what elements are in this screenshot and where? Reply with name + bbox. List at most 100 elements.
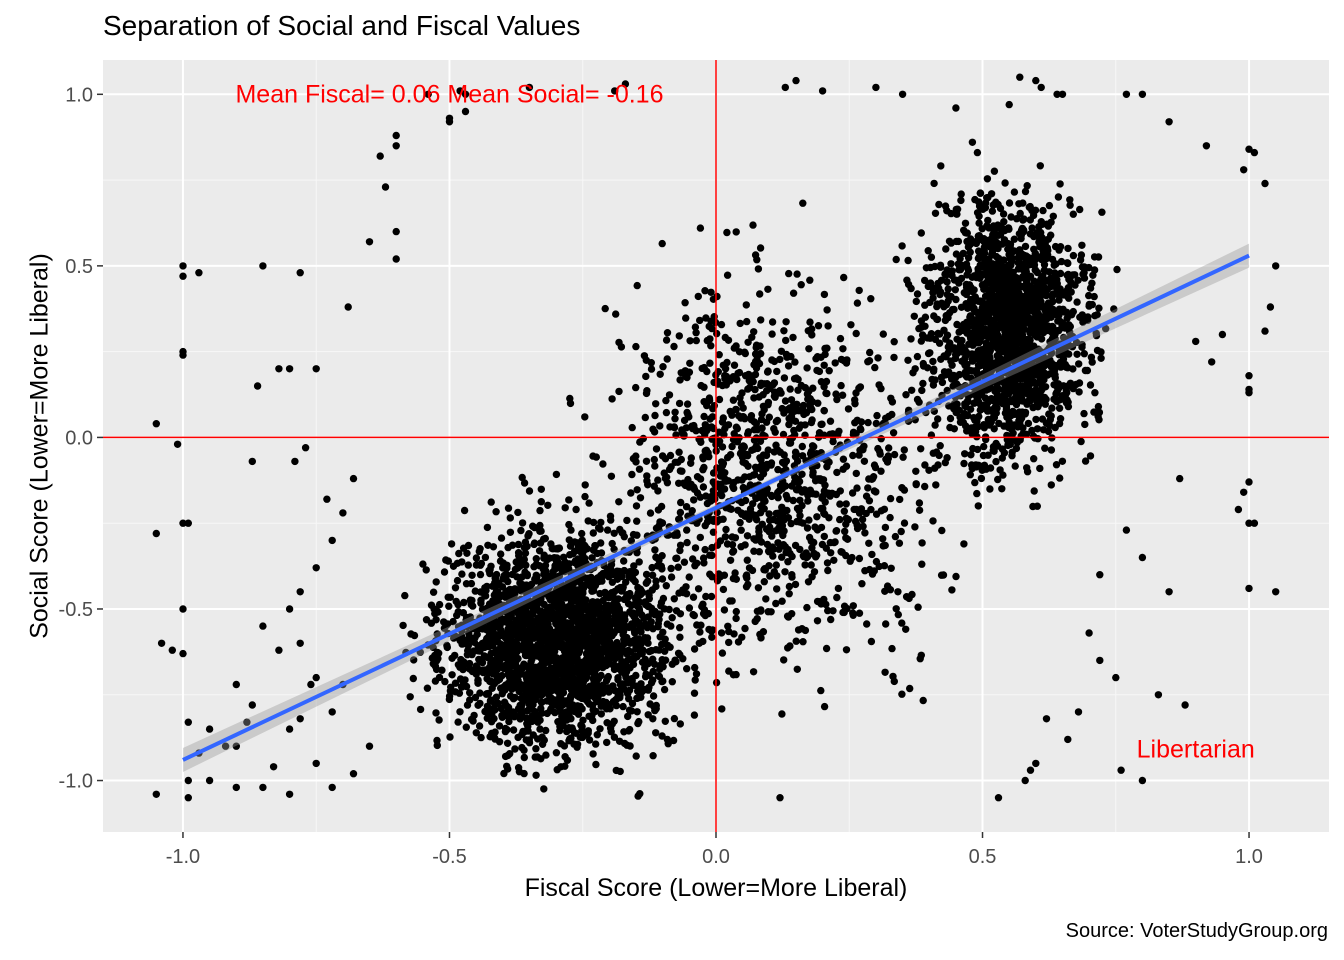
data-point — [762, 595, 770, 603]
data-point — [479, 668, 487, 677]
data-point — [253, 382, 262, 390]
data-point — [732, 405, 740, 414]
data-point — [627, 489, 635, 497]
data-point — [759, 451, 768, 459]
data-point — [631, 629, 639, 637]
data-point — [902, 625, 910, 633]
data-point — [409, 674, 417, 683]
data-point — [1272, 262, 1280, 270]
data-point — [656, 422, 664, 430]
data-point — [494, 588, 502, 596]
data-point — [591, 670, 599, 679]
data-point — [890, 353, 898, 362]
data-point — [745, 515, 753, 523]
data-point — [673, 529, 681, 537]
data-point — [723, 540, 732, 548]
data-point — [973, 489, 981, 498]
data-point — [1045, 201, 1054, 210]
data-point — [597, 671, 605, 680]
data-point — [616, 608, 624, 616]
data-point — [1036, 377, 1045, 385]
data-point — [1005, 199, 1014, 207]
data-point — [296, 715, 304, 723]
data-point — [656, 610, 664, 618]
data-point — [715, 570, 723, 578]
data-point — [323, 495, 331, 503]
data-point — [824, 606, 832, 615]
data-point — [707, 288, 715, 296]
data-point — [529, 663, 537, 671]
data-point — [875, 447, 884, 456]
data-point — [1034, 356, 1043, 364]
data-point — [942, 312, 951, 320]
data-point — [782, 491, 790, 500]
data-point — [820, 290, 829, 299]
data-point — [537, 498, 545, 506]
data-point — [872, 557, 881, 566]
data-point — [947, 372, 955, 380]
data-point — [952, 347, 960, 355]
data-point — [985, 421, 993, 429]
data-point — [1061, 347, 1069, 355]
data-point — [1181, 701, 1189, 709]
data-point — [989, 446, 997, 455]
data-point — [922, 264, 931, 272]
data-point — [469, 602, 477, 610]
data-point — [813, 513, 821, 521]
data-point — [517, 526, 525, 535]
data-point — [692, 329, 700, 337]
data-point — [184, 794, 192, 802]
data-point — [525, 487, 534, 495]
data-point — [474, 679, 482, 687]
data-point — [658, 575, 667, 583]
data-point — [1138, 776, 1147, 785]
data-point — [823, 306, 831, 314]
data-point — [737, 399, 745, 408]
data-point — [898, 90, 907, 99]
data-point — [785, 582, 794, 591]
data-point — [697, 621, 705, 629]
data-point — [1007, 276, 1015, 284]
data-point — [406, 693, 414, 701]
data-point — [849, 451, 857, 460]
data-point — [1036, 162, 1045, 170]
data-point — [427, 619, 436, 627]
data-point — [636, 438, 644, 446]
data-point — [232, 742, 240, 750]
data-point — [799, 552, 807, 560]
data-point — [1052, 270, 1060, 278]
data-point — [705, 394, 714, 402]
data-point — [671, 415, 679, 423]
data-point — [773, 585, 781, 593]
data-point — [648, 608, 657, 616]
data-point — [610, 733, 619, 741]
data-point — [906, 684, 914, 693]
data-point — [944, 285, 952, 293]
data-point — [1019, 228, 1028, 236]
data-point — [732, 228, 740, 236]
data-point — [696, 316, 704, 325]
data-point — [312, 564, 320, 572]
data-point — [817, 449, 825, 457]
data-point — [630, 562, 638, 570]
data-point — [713, 541, 722, 549]
data-point — [1097, 348, 1105, 356]
data-point — [855, 554, 864, 563]
data-point — [974, 502, 982, 510]
data-point — [1110, 305, 1118, 313]
data-point — [641, 413, 649, 422]
data-point — [840, 602, 849, 610]
data-point — [410, 656, 418, 664]
data-point — [456, 87, 464, 95]
data-point — [616, 767, 624, 776]
data-point — [232, 783, 240, 792]
data-point — [830, 538, 838, 547]
data-point — [1218, 330, 1227, 339]
data-point — [458, 570, 466, 578]
data-point — [728, 442, 736, 451]
data-point — [661, 474, 670, 483]
data-point — [1072, 338, 1081, 347]
data-point — [483, 523, 492, 532]
data-point — [888, 644, 896, 653]
